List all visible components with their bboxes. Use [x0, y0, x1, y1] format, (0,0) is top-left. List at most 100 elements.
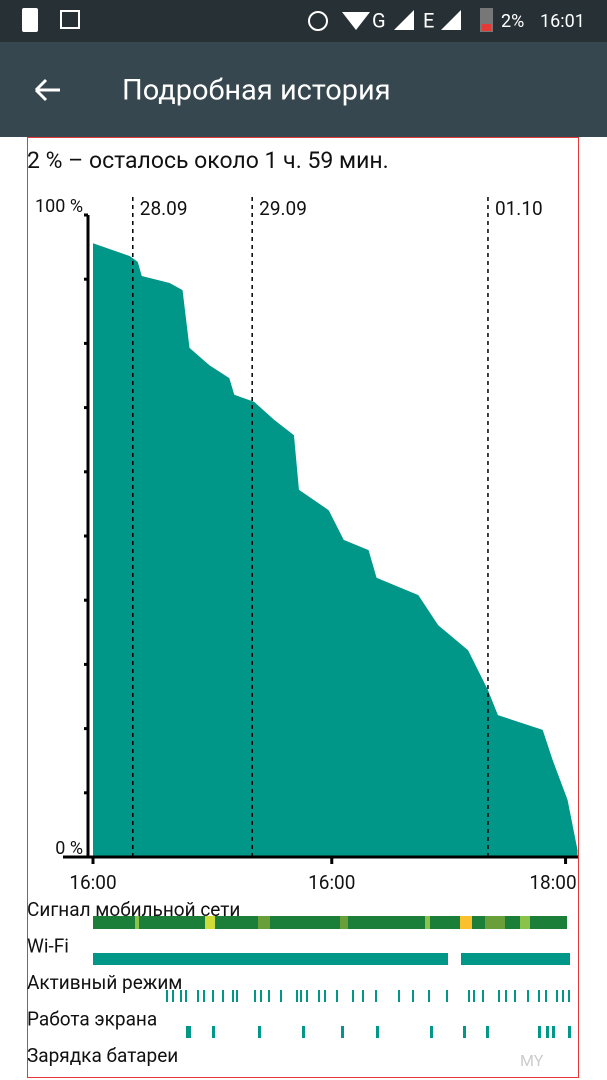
- screen-tick: [186, 1026, 189, 1038]
- app-title: Подробная история: [122, 74, 391, 108]
- active-tick: [260, 990, 262, 1002]
- app-bar: [0, 42, 607, 137]
- screen-tick: [552, 1026, 555, 1038]
- image-icon: [60, 10, 80, 29]
- x-tick-label: 16:00: [308, 871, 355, 894]
- signal-segment: [135, 916, 139, 929]
- active-tick: [185, 990, 187, 1002]
- network-e: E: [423, 8, 434, 32]
- watermark: MY: [520, 1051, 544, 1070]
- screen-tick: [188, 1026, 191, 1038]
- screen-tick: [212, 1026, 215, 1038]
- screen-tick: [463, 1026, 466, 1038]
- active-tick: [300, 990, 302, 1002]
- active-tick: [254, 990, 256, 1002]
- active-tick: [197, 990, 199, 1002]
- x-tick-label: 18:00: [529, 871, 576, 894]
- screen-tick: [430, 1026, 433, 1038]
- active-tick: [306, 990, 308, 1002]
- active-tick: [412, 990, 414, 1002]
- signal-segment: [425, 916, 430, 929]
- active-tick: [324, 990, 326, 1002]
- alarm-icon: [308, 11, 328, 31]
- active-tick: [232, 990, 234, 1002]
- screen-tick: [538, 1026, 541, 1038]
- active-tick: [172, 990, 174, 1002]
- active-tick: [296, 990, 298, 1002]
- signal-segment: [520, 916, 530, 929]
- subtitle: 2 % – осталось около 1 ч. 59 мин.: [27, 147, 389, 174]
- active-tick: [268, 990, 270, 1002]
- active-tick: [545, 990, 547, 1002]
- chart: 28.09 29.09 01.10 0 % 100 % 16:00 16:00 18:00: [35, 196, 578, 894]
- active-tick: [362, 990, 364, 1002]
- active-tick: [556, 990, 558, 1002]
- active-tick: [318, 990, 320, 1002]
- date-label: 29.09: [259, 197, 307, 220]
- debug-frame: [27, 137, 579, 1078]
- active-tick: [498, 990, 500, 1002]
- active-tick: [527, 990, 529, 1002]
- screen-tick: [302, 1026, 305, 1038]
- signal-segment: [205, 916, 215, 929]
- track-label: Работа экрана: [27, 1008, 157, 1031]
- signal-segment: [485, 916, 505, 929]
- active-tick: [212, 990, 214, 1002]
- active-tick: [222, 990, 224, 1002]
- active-tick: [568, 990, 570, 1002]
- status-bar: [0, 0, 607, 42]
- signal-segment: [340, 916, 348, 929]
- signal-icon: [441, 10, 461, 30]
- wifi-bar: [93, 953, 448, 965]
- signal-icon: [394, 10, 414, 30]
- active-tick: [352, 990, 354, 1002]
- active-tick: [538, 990, 540, 1002]
- track-label: Сигнал мобильной сети: [27, 898, 240, 921]
- screen-tick: [258, 1026, 261, 1038]
- network-g: G: [372, 8, 386, 32]
- active-tick: [473, 990, 475, 1002]
- screen-ticks: [186, 1026, 571, 1038]
- active-tick: [166, 990, 168, 1002]
- active-tick: [375, 990, 377, 1002]
- track-label: Активный режим: [27, 971, 182, 994]
- y-tick-label: 0 %: [55, 838, 83, 859]
- x-tick-label: 16:00: [69, 871, 116, 894]
- battery-level-icon: [482, 24, 491, 31]
- wifi-bar: [461, 953, 570, 965]
- screen-tick: [341, 1026, 344, 1038]
- active-tick: [336, 990, 338, 1002]
- date-label: 01.10: [495, 197, 543, 220]
- screen-tick: [376, 1026, 379, 1038]
- active-tick: [398, 990, 400, 1002]
- active-tick: [514, 990, 516, 1002]
- active-tick: [562, 990, 564, 1002]
- tracks: [93, 916, 571, 1038]
- signal-segment: [460, 916, 472, 929]
- active-tick: [180, 990, 182, 1002]
- active-tick: [468, 990, 470, 1002]
- battery-area: [93, 243, 578, 858]
- track-label: Зарядка батареи: [27, 1044, 178, 1067]
- y-tick-label: 100 %: [35, 196, 83, 217]
- active-tick: [428, 990, 430, 1002]
- clock: 16:01: [540, 11, 585, 32]
- active-tick: [505, 990, 507, 1002]
- active-tick: [203, 990, 205, 1002]
- active-tick: [446, 990, 448, 1002]
- active-tick: [236, 990, 238, 1002]
- signal-segment: [258, 916, 270, 929]
- active-tick: [280, 990, 282, 1002]
- battery-text: 2%: [501, 11, 524, 32]
- track-label: Wi-Fi: [27, 935, 69, 958]
- wifi-icon: [342, 12, 370, 30]
- date-label: 28.09: [140, 197, 188, 220]
- screen-tick: [568, 1026, 571, 1038]
- active-tick: [482, 990, 484, 1002]
- notification-icon: [22, 8, 38, 32]
- back-button[interactable]: [34, 78, 60, 102]
- active-ticks: [166, 990, 570, 1002]
- screen-tick: [486, 1026, 489, 1038]
